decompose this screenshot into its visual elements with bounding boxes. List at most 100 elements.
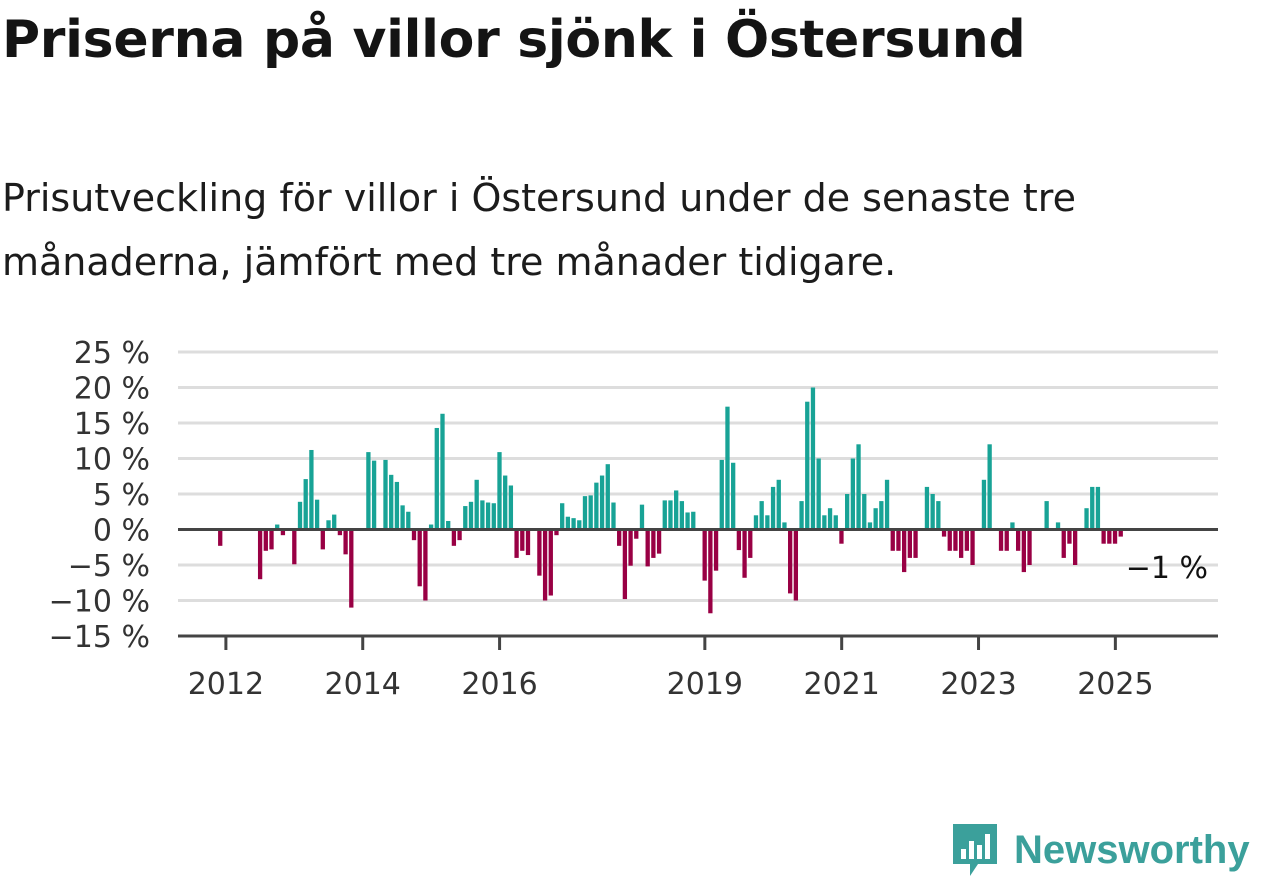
bar [280,529,286,536]
y-tick-label: −15 % [49,620,150,655]
x-tick-label: 2023 [940,667,1016,702]
y-tick-label: 10 % [74,443,150,478]
bar [1084,508,1089,530]
bar [417,529,422,587]
bars [218,387,1123,614]
brand-logo: Newsworthy [950,820,1250,880]
bar [514,529,519,558]
newsworthy-bar-chart-logo-icon [953,824,997,876]
bar [503,475,508,530]
bar [685,512,690,530]
bar [554,529,559,536]
bar [833,515,838,530]
bar [520,529,525,551]
bar [389,474,394,530]
bar [1015,529,1021,551]
bar [651,529,656,558]
bar [884,479,890,530]
bar [913,529,918,558]
bar [765,515,770,530]
bar [428,524,434,530]
bar [605,464,610,530]
bar [1044,501,1049,530]
bar [691,511,696,530]
bar [218,529,223,546]
y-tick-label: 0 % [93,514,150,549]
x-tick-label: 2012 [188,667,264,702]
bar [309,449,314,530]
bar [970,529,975,565]
bar [907,529,912,558]
bar [599,475,605,530]
bar [257,529,263,580]
bar [793,529,799,601]
y-tick-label: 25 % [74,336,150,371]
bar [639,504,645,530]
bar [622,529,628,600]
axes [178,528,1218,638]
chart-subtitle: Prisutveckling för villor i Östersund un… [2,176,1076,284]
bar [394,481,400,530]
bar [326,520,331,530]
y-tick-label: −10 % [49,585,150,620]
bar [816,458,821,530]
bar [303,479,308,530]
bar [263,529,268,551]
y-tick-label: 5 % [93,478,150,513]
bar [491,503,496,530]
x-axis-tick-labels: 2012 2014 2016 2019 2021 2023 2025 [188,636,1154,702]
bar [873,508,878,530]
bar [850,458,856,530]
bar [485,502,491,530]
bar [577,520,582,530]
bar [776,479,781,530]
last-value-label: −1 % [1126,551,1208,586]
bar [782,522,787,530]
bar [1010,522,1015,530]
bar [656,529,662,554]
bar [634,529,639,539]
bar [713,529,719,571]
bar [959,529,964,558]
bar [736,529,742,551]
bar [366,452,371,530]
bar [1004,529,1009,551]
chart-title: Priserna på villor sjönk i Östersund [2,10,1026,70]
bar [434,427,439,530]
bar [628,529,633,566]
bar [810,387,816,530]
y-tick-label: −5 % [68,549,150,584]
bar [474,479,479,530]
bar [571,518,576,530]
bar [924,486,930,530]
bar [617,529,622,546]
x-tick-label: 2025 [1077,667,1153,702]
bar [525,529,531,556]
bar [463,506,468,530]
annotations: −1 % [1126,551,1208,586]
bar [582,496,588,530]
bar [708,529,713,614]
x-tick-label: 2021 [804,667,880,702]
bar [594,482,599,530]
bar [1118,529,1123,537]
y-tick-label: 20 % [74,372,150,407]
bar [822,515,827,530]
bar [451,529,457,546]
bar [457,529,462,541]
bar [508,485,514,530]
bar [645,529,650,567]
bar [537,529,542,576]
bar [332,514,337,530]
bar [560,503,565,530]
bar [862,494,867,530]
bar [725,406,730,530]
gridlines [178,350,1218,602]
bar [1107,529,1112,544]
bar [839,529,844,544]
bar [297,501,303,530]
y-tick-label: 15 % [74,407,150,442]
bar [964,529,969,551]
bar [1101,529,1106,544]
